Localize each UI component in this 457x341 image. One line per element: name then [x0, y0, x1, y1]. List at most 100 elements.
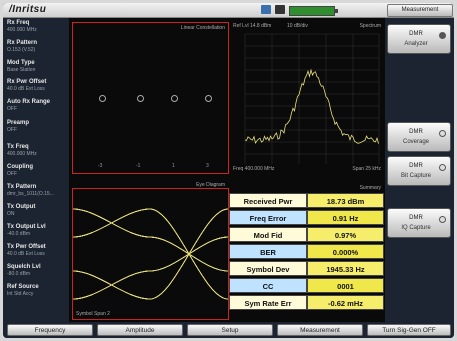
eye-trace — [73, 208, 228, 300]
soft-key-label: DMR — [409, 215, 423, 221]
parameter-label: Preamp — [7, 120, 30, 126]
summary-label: CC — [229, 278, 307, 293]
constellation-title: Linear Constellation — [180, 25, 225, 31]
eye-trace — [73, 236, 228, 300]
spectrum-plot — [244, 33, 380, 164]
soft-key-button[interactable]: DMR IQ Capture — [387, 208, 451, 238]
summary-row: Freq Error 0.91 Hz — [229, 210, 384, 226]
soft-key-label: DMR — [409, 129, 423, 135]
parameter-value: 40.0 dB Ext Loss — [7, 86, 45, 92]
eye-trace — [73, 208, 228, 300]
eye-trace — [73, 208, 228, 272]
eye-trace — [73, 236, 228, 300]
summary-table: Received Pwr 18.73 dBm Freq Error 0.91 Hz Mo… — [229, 193, 384, 319]
eye-trace — [73, 236, 228, 300]
parameter-label: Rx Pattern — [7, 40, 38, 46]
parameter-value: OFF — [7, 127, 17, 133]
parameter-item[interactable]: Tx Freq 400.000 MHz — [7, 144, 69, 157]
radio-indicator-icon — [439, 164, 446, 171]
parameter-label: Rx Pwr Offset — [7, 79, 47, 85]
parameter-value: -40.0 dBm — [7, 231, 31, 237]
parameter-item[interactable]: Mod Type Base Station — [7, 60, 69, 73]
spectrum-title: Spectrum — [359, 23, 381, 29]
eye-diagram-title: Eye Diagram — [196, 182, 225, 188]
eye-trace — [73, 236, 228, 300]
bottom-menu-button[interactable]: Setup — [187, 324, 273, 336]
bottom-menu-button[interactable]: Frequency — [7, 324, 93, 336]
bottom-menu: Frequency Amplitude Setup Measurement Turn S… — [3, 322, 454, 338]
constellation-tick: -1 — [136, 163, 141, 169]
eye-diagram-plot — [73, 208, 228, 300]
bottom-menu-button[interactable]: Turn Sig-Gen OFF — [367, 324, 451, 336]
soft-key-button[interactable]: DMR Analyzer — [387, 24, 451, 54]
summary-label: Symbol Dev — [229, 261, 307, 276]
parameter-item[interactable]: Preamp OFF — [7, 120, 69, 133]
summary-title: Summary — [359, 185, 381, 191]
parameter-label: Auto Rx Range — [7, 99, 51, 105]
parameter-item[interactable]: Rx Pwr Offset 40.0 dB Ext Loss — [7, 79, 69, 92]
bottom-menu-button[interactable]: Measurement — [277, 324, 363, 336]
parameter-item[interactable]: Tx Pattern dmr_bs_1011(O.15... — [7, 184, 69, 197]
status-bar: /Inritsu Measurement — [3, 3, 454, 18]
measurement-display: Linear Constellation -3 -1 1 3 Ref Lvl 1… — [69, 18, 385, 322]
parameter-item[interactable]: Tx Pwr Offset 40.0 dB Ext Loss — [7, 244, 69, 257]
parameter-label: Tx Pwr Offset — [7, 244, 46, 250]
parameter-value: 400.000 MHz — [7, 27, 37, 33]
soft-key-label: DMR — [409, 31, 423, 37]
spectrum-trace — [244, 68, 379, 145]
parameter-item[interactable]: Tx Output Lvl -40.0 dBm — [7, 224, 69, 237]
eye-trace — [73, 208, 228, 300]
summary-value: 0.91 Hz — [307, 210, 384, 225]
summary-row: Sym Rate Err -0.62 mHz — [229, 295, 384, 311]
parameter-label: Squelch Lvl — [7, 264, 41, 270]
constellation-point — [171, 95, 178, 102]
eye-trace — [73, 208, 228, 300]
parameter-label: Tx Freq — [7, 144, 29, 150]
constellation-point — [137, 95, 144, 102]
parameter-item[interactable]: Coupling OFF — [7, 164, 69, 177]
eye-trace — [73, 208, 228, 300]
spectrum-span: Span 25 kHz — [352, 166, 381, 172]
parameter-item[interactable]: Auto Rx Range OFF — [7, 99, 69, 112]
bottom-menu-button[interactable]: Amplitude — [97, 324, 183, 336]
eye-diagram-pane: Eye Diagram Symbol Span 2 — [72, 182, 229, 320]
eye-trace — [73, 208, 228, 300]
soft-key-sublabel: IQ Capture — [401, 225, 431, 231]
battery-icon — [289, 6, 338, 16]
radio-indicator-icon — [439, 216, 446, 223]
parameter-value: -80.0 dBm — [7, 271, 31, 277]
constellation-tick: 1 — [172, 163, 175, 169]
eye-trace — [73, 208, 228, 300]
eye-trace — [73, 208, 228, 272]
eye-trace — [73, 236, 228, 300]
brand-logo: /Inritsu — [9, 4, 47, 15]
soft-key-button[interactable]: DMR Bit Capture — [387, 156, 451, 186]
parameter-item[interactable]: Rx Pattern O.153 (V.52) — [7, 40, 69, 53]
parameter-item[interactable]: Tx Output ON — [7, 204, 69, 217]
soft-key-button[interactable]: DMR Coverage — [387, 122, 451, 152]
eye-trace — [73, 208, 228, 300]
parameter-label: Coupling — [7, 164, 33, 170]
summary-value: -0.62 mHz — [307, 295, 384, 310]
soft-key-panel: DMR Analyzer DMR Coverage DMR Bit Capture DMR I… — [385, 18, 454, 322]
parameter-value: OFF — [7, 106, 17, 112]
eye-trace — [73, 208, 228, 272]
parameter-label: Rx Freq — [7, 20, 30, 26]
eye-trace — [73, 208, 228, 300]
measurement-tab[interactable]: Measurement — [387, 4, 453, 17]
summary-row: Received Pwr 18.73 dBm — [229, 193, 384, 209]
summary-row: CC 0001 — [229, 278, 384, 294]
soft-key-sublabel: Coverage — [402, 139, 429, 145]
camera-icon[interactable] — [275, 5, 285, 14]
parameter-item[interactable]: Ref Source Int Std Accy — [7, 284, 69, 297]
instrument-screen: /Inritsu Measurement Rx Freq 400.000 MHz R… — [3, 3, 454, 338]
parameter-item[interactable]: Rx Freq 400.000 MHz — [7, 20, 69, 33]
summary-label: Freq Error — [229, 210, 307, 225]
parameter-value: OFF — [7, 171, 17, 177]
eye-trace — [73, 208, 228, 272]
parameter-item[interactable]: Squelch Lvl -80.0 dBm — [7, 264, 69, 277]
summary-value: 0.000% — [307, 244, 384, 259]
save-icon[interactable] — [261, 5, 271, 14]
summary-label: BER — [229, 244, 307, 259]
eye-trace — [73, 208, 228, 300]
